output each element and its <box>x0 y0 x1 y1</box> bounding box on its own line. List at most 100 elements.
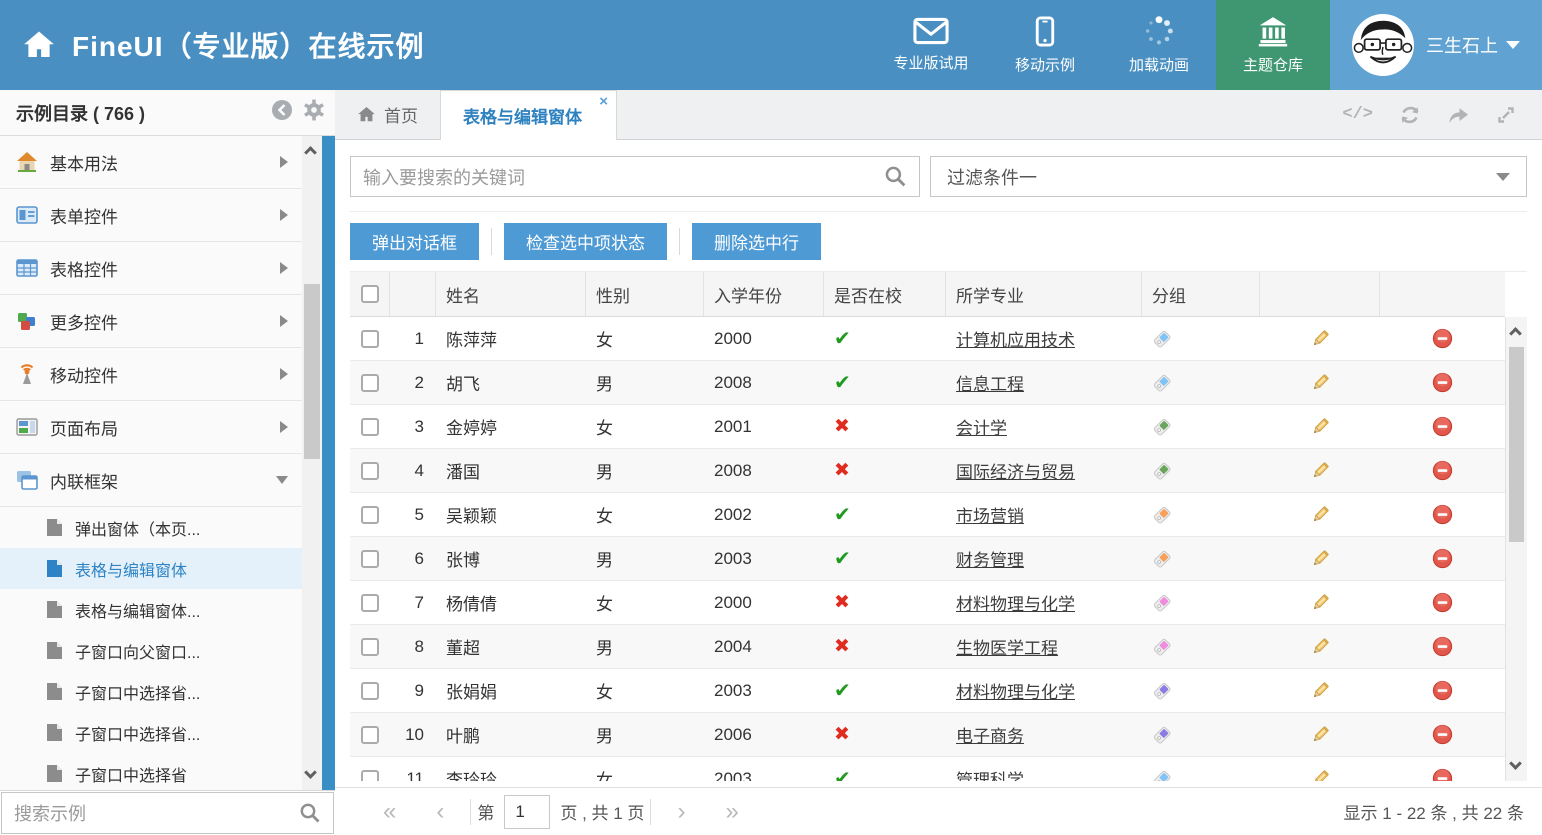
delete-icon[interactable] <box>1432 768 1453 781</box>
filter-dropdown[interactable]: 过滤条件一 <box>930 156 1527 197</box>
sidebar-item-iframe[interactable]: 内联框架 <box>0 454 302 507</box>
major-link[interactable]: 信息工程 <box>956 375 1024 394</box>
major-link[interactable]: 生物医学工程 <box>956 639 1058 658</box>
page-number-input[interactable] <box>504 794 551 829</box>
row-checkbox[interactable] <box>361 461 379 480</box>
scroll-up-icon[interactable] <box>304 146 317 159</box>
row-checkbox[interactable] <box>361 549 379 568</box>
tab-home[interactable]: 首页 <box>335 90 440 139</box>
sidebar-subitem[interactable]: 子窗口中选择省... <box>0 712 302 753</box>
maximize-icon[interactable] <box>1496 105 1516 125</box>
toolbar-button[interactable]: 弹出对话框 <box>350 223 479 260</box>
delete-icon[interactable] <box>1432 680 1453 701</box>
major-link[interactable]: 计算机应用技术 <box>956 331 1075 350</box>
edit-pencil-icon[interactable] <box>1310 328 1331 349</box>
edit-pencil-icon[interactable] <box>1310 680 1331 701</box>
delete-icon[interactable] <box>1432 416 1453 437</box>
edit-pencil-icon[interactable] <box>1310 460 1331 481</box>
sidebar-subitem[interactable]: 表格与编辑窗体... <box>0 589 302 630</box>
toolbar-button[interactable]: 删除选中行 <box>679 223 821 260</box>
sidebar-item-more[interactable]: 更多控件 <box>0 295 302 348</box>
sidebar-item-form[interactable]: 表单控件 <box>0 189 302 242</box>
major-link[interactable]: 财务管理 <box>956 551 1024 570</box>
header-action-loading[interactable]: 加载动画 <box>1102 0 1216 90</box>
spinner-icon <box>1145 16 1173 45</box>
row-checkbox[interactable] <box>361 505 379 524</box>
sidebar-subitem[interactable]: 子窗口向父窗口... <box>0 630 302 671</box>
header-action-theme[interactable]: 主题仓库 <box>1216 0 1330 90</box>
delete-icon[interactable] <box>1432 504 1453 525</box>
sidebar-subitem[interactable]: 表格与编辑窗体 <box>0 548 302 589</box>
edit-pencil-icon[interactable] <box>1310 768 1331 781</box>
major-link[interactable]: 材料物理与化学 <box>956 683 1075 702</box>
row-checkbox[interactable] <box>361 725 379 744</box>
scrollbar-thumb[interactable] <box>304 284 320 459</box>
scroll-up-icon[interactable] <box>1509 327 1522 340</box>
delete-icon[interactable] <box>1432 592 1453 613</box>
delete-icon[interactable] <box>1432 636 1453 657</box>
sidebar-scrollbar[interactable] <box>302 136 322 790</box>
sidebar-item-grid[interactable]: 表格控件 <box>0 242 302 295</box>
last-page-icon[interactable]: » <box>725 797 739 825</box>
user-menu[interactable]: 三生石上 <box>1330 0 1542 90</box>
major-link[interactable]: 市场营销 <box>956 507 1024 526</box>
delete-icon[interactable] <box>1432 328 1453 349</box>
row-checkbox[interactable] <box>361 637 379 656</box>
select-all-checkbox[interactable] <box>360 285 379 303</box>
refresh-icon[interactable] <box>1399 104 1421 126</box>
sidebar-item-basic[interactable]: 基本用法 <box>0 136 302 189</box>
open-new-window-icon[interactable] <box>1447 105 1470 125</box>
edit-pencil-icon[interactable] <box>1310 504 1331 525</box>
major-link[interactable]: 电子商务 <box>956 727 1024 746</box>
edit-pencil-icon[interactable] <box>1310 636 1331 657</box>
sidebar-subitem[interactable]: 子窗口中选择省... <box>0 671 302 712</box>
sidebar-subitem-label: 表格与编辑窗体... <box>75 603 201 621</box>
header-action-mobile[interactable]: 移动示例 <box>988 0 1102 90</box>
source-code-icon[interactable]: </> <box>1342 105 1373 124</box>
grid-scrollbar[interactable] <box>1505 317 1527 781</box>
row-checkbox[interactable] <box>361 417 379 436</box>
tab-grid-edit-window[interactable]: 表格与编辑窗体 × <box>440 90 617 140</box>
header-action-trial[interactable]: 专业版试用 <box>874 0 988 90</box>
sidebar-search: 搜索示例 <box>0 790 335 835</box>
tag-icon <box>1153 506 1171 524</box>
sidebar-item-mobile[interactable]: 移动控件 <box>0 348 302 401</box>
major-link[interactable]: 管理科学 <box>956 771 1024 781</box>
check-icon: ✔ <box>834 328 851 350</box>
close-icon[interactable]: × <box>599 93 608 110</box>
edit-pencil-icon[interactable] <box>1310 592 1331 613</box>
sidebar-subitem[interactable]: 子窗口中选择省 <box>0 753 302 790</box>
sidebar-item-layout[interactable]: 页面布局 <box>0 401 302 454</box>
scroll-down-icon[interactable] <box>1509 757 1522 770</box>
major-link[interactable]: 会计学 <box>956 419 1007 438</box>
row-checkbox[interactable] <box>361 373 379 392</box>
gear-icon[interactable] <box>303 99 325 126</box>
row-checkbox[interactable] <box>361 593 379 612</box>
row-checkbox[interactable] <box>361 769 379 781</box>
search-icon[interactable] <box>884 165 907 188</box>
row-checkbox[interactable] <box>361 329 379 348</box>
delete-icon[interactable] <box>1432 724 1453 745</box>
sidebar-subitem[interactable]: 弹出窗体（本页... <box>0 507 302 548</box>
row-checkbox[interactable] <box>361 681 379 700</box>
edit-pencil-icon[interactable] <box>1310 372 1331 393</box>
edit-pencil-icon[interactable] <box>1310 548 1331 569</box>
cell-at-school: ✔ ✖ <box>824 581 946 624</box>
edit-pencil-icon[interactable] <box>1310 724 1331 745</box>
delete-icon[interactable] <box>1432 372 1453 393</box>
keyword-search-input[interactable]: 输入要搜索的关键词 <box>350 156 920 197</box>
next-page-icon[interactable]: › <box>677 797 686 825</box>
sidebar-splitter[interactable] <box>322 136 335 790</box>
edit-pencil-icon[interactable] <box>1310 416 1331 437</box>
major-link[interactable]: 材料物理与化学 <box>956 595 1075 614</box>
sidebar-search-input[interactable]: 搜索示例 <box>1 792 334 834</box>
major-link[interactable]: 国际经济与贸易 <box>956 463 1075 482</box>
first-page-icon[interactable]: « <box>383 797 397 825</box>
collapse-circle-icon[interactable] <box>271 99 293 126</box>
delete-icon[interactable] <box>1432 548 1453 569</box>
scroll-down-icon[interactable] <box>304 766 317 779</box>
toolbar-button[interactable]: 检查选中项状态 <box>491 223 667 260</box>
scrollbar-thumb[interactable] <box>1509 347 1524 542</box>
prev-page-icon[interactable]: ‹ <box>436 797 445 825</box>
delete-icon[interactable] <box>1432 460 1453 481</box>
